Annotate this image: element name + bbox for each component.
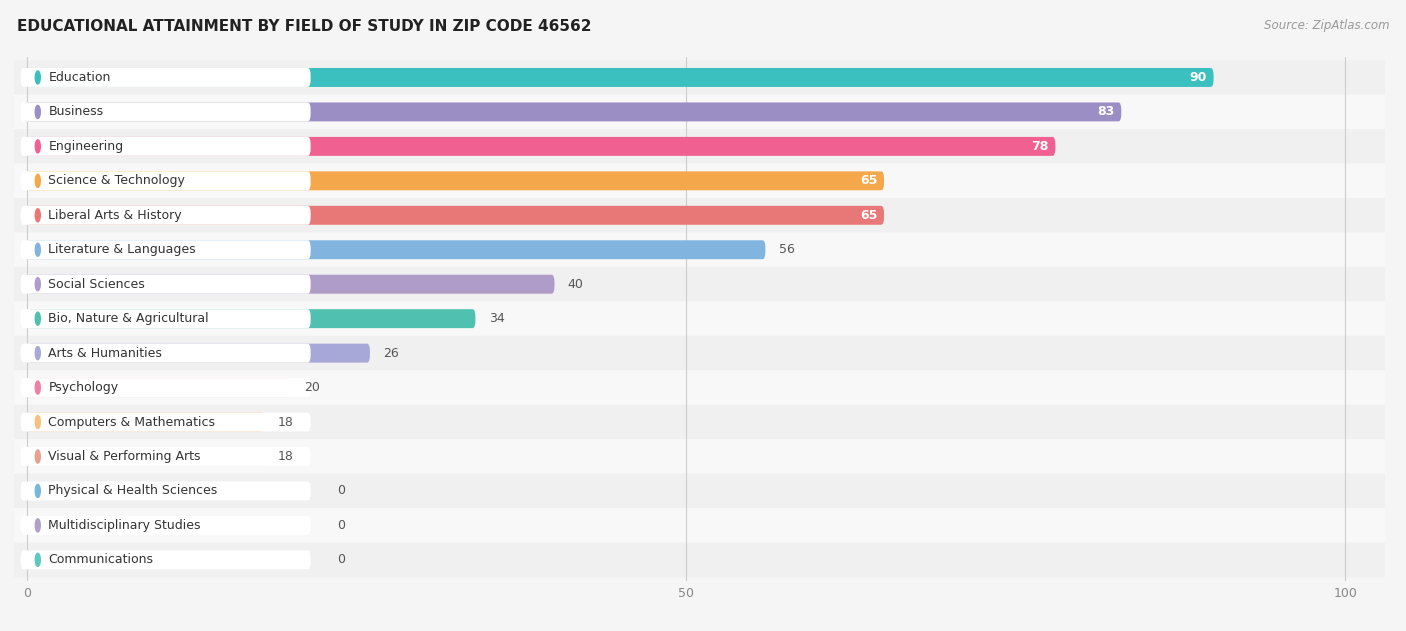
Text: Arts & Humanities: Arts & Humanities — [48, 346, 162, 360]
FancyBboxPatch shape — [14, 163, 1398, 198]
FancyBboxPatch shape — [21, 309, 311, 328]
FancyBboxPatch shape — [21, 137, 311, 156]
Text: 0: 0 — [337, 553, 344, 567]
FancyBboxPatch shape — [27, 172, 884, 191]
Text: Psychology: Psychology — [48, 381, 118, 394]
Circle shape — [35, 140, 41, 153]
Text: 0: 0 — [337, 519, 344, 532]
Circle shape — [35, 381, 41, 394]
FancyBboxPatch shape — [21, 516, 311, 535]
Text: Physical & Health Sciences: Physical & Health Sciences — [48, 485, 218, 497]
Text: EDUCATIONAL ATTAINMENT BY FIELD OF STUDY IN ZIP CODE 46562: EDUCATIONAL ATTAINMENT BY FIELD OF STUDY… — [17, 19, 592, 34]
Text: Multidisciplinary Studies: Multidisciplinary Studies — [48, 519, 201, 532]
Circle shape — [35, 312, 41, 325]
Text: 26: 26 — [382, 346, 399, 360]
Circle shape — [35, 553, 41, 567]
FancyBboxPatch shape — [21, 206, 311, 225]
Text: 90: 90 — [1189, 71, 1206, 84]
FancyBboxPatch shape — [27, 413, 264, 432]
Text: Engineering: Engineering — [48, 140, 124, 153]
Text: Science & Technology: Science & Technology — [48, 174, 186, 187]
Text: 65: 65 — [860, 174, 877, 187]
Text: Business: Business — [48, 105, 104, 119]
FancyBboxPatch shape — [14, 543, 1398, 577]
Text: 20: 20 — [304, 381, 321, 394]
Text: Visual & Performing Arts: Visual & Performing Arts — [48, 450, 201, 463]
FancyBboxPatch shape — [27, 378, 291, 397]
Text: Literature & Languages: Literature & Languages — [48, 243, 195, 256]
Text: 18: 18 — [278, 450, 294, 463]
FancyBboxPatch shape — [14, 232, 1398, 267]
FancyBboxPatch shape — [14, 370, 1398, 405]
FancyBboxPatch shape — [14, 474, 1398, 508]
FancyBboxPatch shape — [14, 198, 1398, 232]
FancyBboxPatch shape — [21, 102, 311, 121]
Text: Computers & Mathematics: Computers & Mathematics — [48, 416, 215, 428]
FancyBboxPatch shape — [21, 378, 311, 397]
FancyBboxPatch shape — [27, 137, 1056, 156]
FancyBboxPatch shape — [21, 344, 311, 363]
Text: 65: 65 — [860, 209, 877, 221]
FancyBboxPatch shape — [21, 413, 311, 432]
Text: Liberal Arts & History: Liberal Arts & History — [48, 209, 181, 221]
FancyBboxPatch shape — [27, 274, 554, 293]
FancyBboxPatch shape — [27, 102, 1122, 121]
Circle shape — [35, 174, 41, 187]
Circle shape — [35, 209, 41, 222]
Text: 56: 56 — [779, 243, 794, 256]
FancyBboxPatch shape — [21, 447, 311, 466]
Circle shape — [35, 105, 41, 119]
FancyBboxPatch shape — [27, 206, 884, 225]
Circle shape — [35, 450, 41, 463]
FancyBboxPatch shape — [21, 274, 311, 293]
FancyBboxPatch shape — [21, 172, 311, 191]
FancyBboxPatch shape — [14, 508, 1398, 543]
Text: Source: ZipAtlas.com: Source: ZipAtlas.com — [1264, 19, 1389, 32]
Circle shape — [35, 346, 41, 360]
FancyBboxPatch shape — [14, 302, 1398, 336]
FancyBboxPatch shape — [27, 309, 475, 328]
Circle shape — [35, 485, 41, 497]
Text: 40: 40 — [568, 278, 583, 291]
Text: 83: 83 — [1098, 105, 1115, 119]
Circle shape — [35, 278, 41, 291]
FancyBboxPatch shape — [21, 481, 311, 500]
FancyBboxPatch shape — [21, 550, 311, 569]
Text: Social Sciences: Social Sciences — [48, 278, 145, 291]
Circle shape — [35, 415, 41, 428]
FancyBboxPatch shape — [27, 344, 370, 363]
FancyBboxPatch shape — [21, 240, 311, 259]
FancyBboxPatch shape — [21, 68, 311, 87]
Text: 0: 0 — [337, 485, 344, 497]
Text: Communications: Communications — [48, 553, 153, 567]
FancyBboxPatch shape — [14, 267, 1398, 302]
Text: Education: Education — [48, 71, 111, 84]
Text: Bio, Nature & Agricultural: Bio, Nature & Agricultural — [48, 312, 209, 325]
FancyBboxPatch shape — [27, 240, 765, 259]
Circle shape — [35, 71, 41, 84]
Circle shape — [35, 519, 41, 532]
FancyBboxPatch shape — [14, 336, 1398, 370]
Text: 78: 78 — [1032, 140, 1049, 153]
FancyBboxPatch shape — [14, 60, 1398, 95]
Text: 34: 34 — [489, 312, 505, 325]
FancyBboxPatch shape — [14, 439, 1398, 474]
FancyBboxPatch shape — [14, 129, 1398, 163]
FancyBboxPatch shape — [27, 447, 264, 466]
Circle shape — [35, 243, 41, 256]
FancyBboxPatch shape — [27, 68, 1213, 87]
Text: 18: 18 — [278, 416, 294, 428]
FancyBboxPatch shape — [14, 95, 1398, 129]
FancyBboxPatch shape — [14, 405, 1398, 439]
